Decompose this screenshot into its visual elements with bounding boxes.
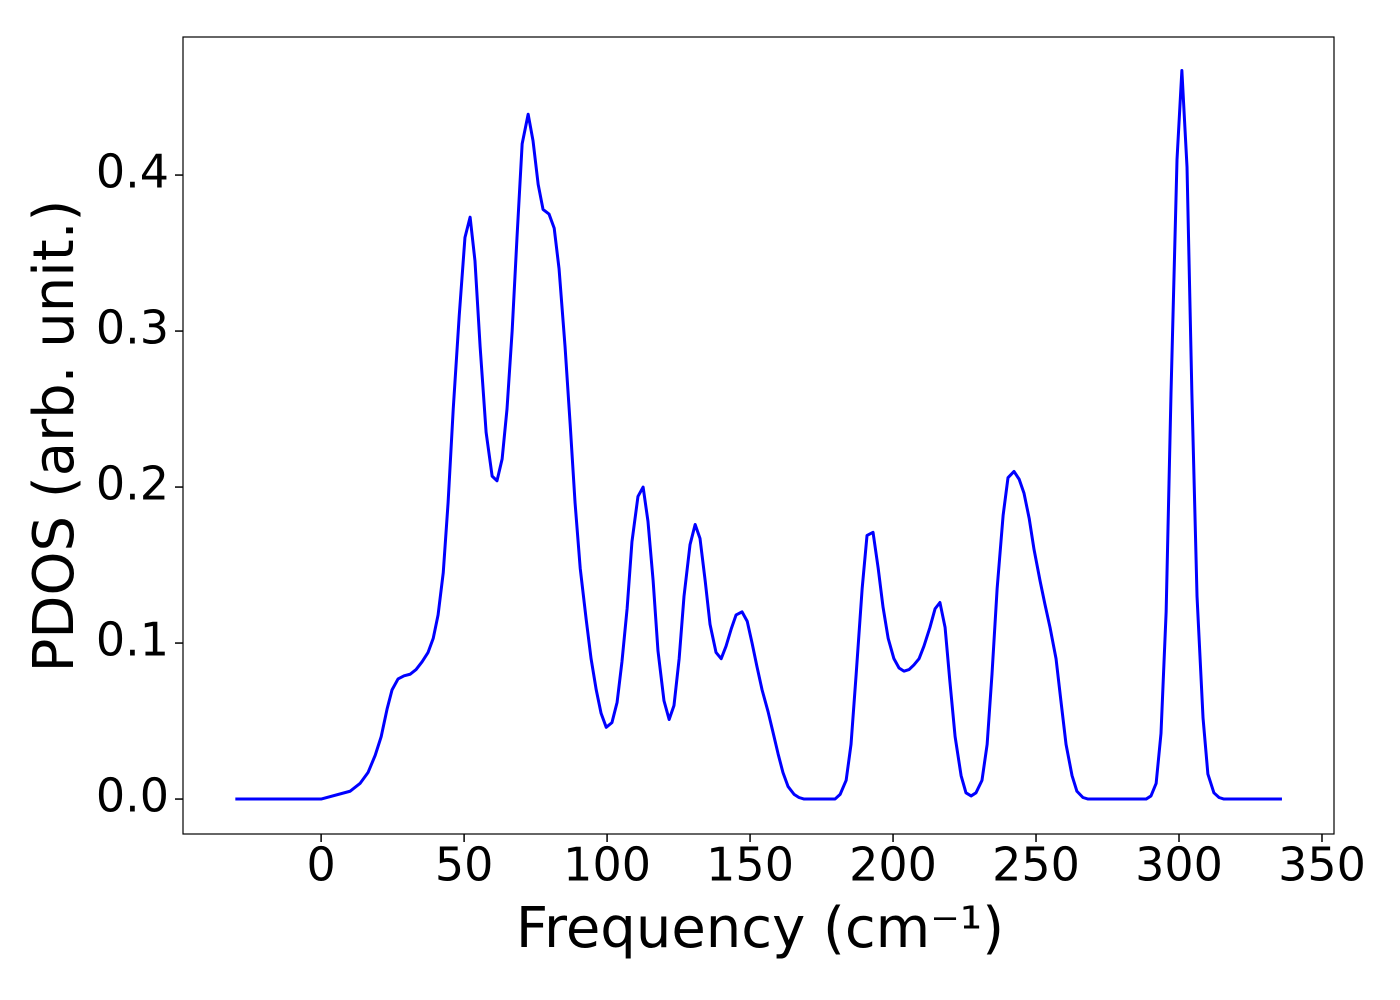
y-tick-label: 0.0 xyxy=(96,769,169,823)
x-axis-label: Frequency (cm⁻¹) xyxy=(516,896,1004,961)
y-tick-label: 0.1 xyxy=(96,613,169,667)
x-tick-label: 350 xyxy=(1278,838,1366,892)
x-tick-label: 0 xyxy=(306,838,335,892)
x-tick-label: 100 xyxy=(563,838,651,892)
x-tick-label: 150 xyxy=(706,838,794,892)
y-axis-label: PDOS (arb. unit.) xyxy=(22,200,87,673)
x-tick-label: 50 xyxy=(435,838,494,892)
x-tick-label: 300 xyxy=(1135,838,1223,892)
y-tick-label: 0.2 xyxy=(96,457,169,511)
x-tick-label: 250 xyxy=(992,838,1080,892)
plot-frame xyxy=(182,36,1335,835)
x-tick-label: 200 xyxy=(849,838,937,892)
data-line xyxy=(235,69,1282,801)
y-tick-label: 0.4 xyxy=(96,145,169,199)
y-tick-label: 0.3 xyxy=(96,301,169,355)
